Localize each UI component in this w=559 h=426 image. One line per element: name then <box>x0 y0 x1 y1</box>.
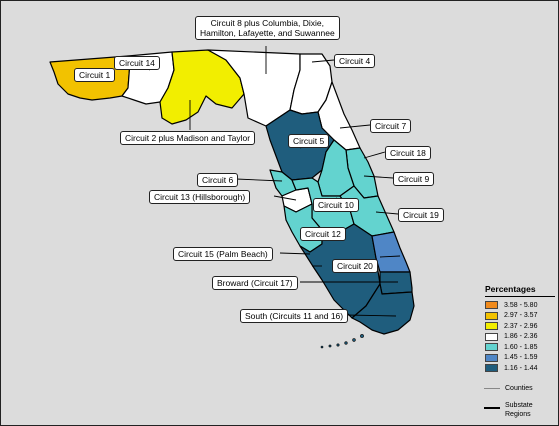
florida-keys <box>320 334 364 349</box>
callout-circuit-9: Circuit 9 <box>393 172 435 186</box>
legend-class: 1.86 - 2.36 <box>482 332 557 343</box>
callout-circuit-15: Circuit 15 (Palm Beach) <box>173 247 273 261</box>
callout-circuit-14: Circuit 14 <box>114 56 160 70</box>
legend-substate-label-line1: Substate <box>505 401 533 409</box>
callout-circuit-7: Circuit 7 <box>370 119 412 133</box>
legend-class-label: 1.45 - 1.59 <box>504 354 538 362</box>
callout-circuit-10: Circuit 10 <box>313 198 359 212</box>
legend-counties-label: Counties <box>505 384 533 392</box>
legend-swatch <box>485 322 498 331</box>
legend-class: 1.16 - 1.44 <box>482 363 557 374</box>
legend-class-label: 1.86 - 2.36 <box>504 333 538 341</box>
legend-classes: 3.58 - 5.80 2.97 - 3.57 2.37 - 2.96 1.86… <box>482 300 557 374</box>
legend-class-label: 1.60 - 1.85 <box>504 343 538 351</box>
callout-circuit-4: Circuit 4 <box>334 54 376 68</box>
callout-circuit-8-line2: Hamilton, Lafayette, and Suwannee <box>200 28 335 38</box>
legend-class: 2.37 - 2.96 <box>482 321 557 332</box>
legend-counties: Counties <box>482 384 557 393</box>
callout-circuit-20: Circuit 20 <box>332 259 378 273</box>
legend-title: Percentages <box>485 284 555 297</box>
legend-substate-label: Substate Regions <box>505 401 533 419</box>
callout-south: South (Circuits 11 and 16) <box>240 309 349 323</box>
region-south <box>351 283 415 335</box>
callout-circuit-8: Circuit 8 plus Columbia, Dixie, Hamilton… <box>195 16 340 40</box>
callout-circuit-18: Circuit 18 <box>385 146 431 160</box>
callout-circuit-5: Circuit 5 <box>288 134 330 148</box>
legend-class-label: 2.37 - 2.96 <box>504 322 538 330</box>
callout-circuit-13: Circuit 13 (Hillsborough) <box>149 190 251 204</box>
legend-swatch <box>485 353 498 362</box>
legend-class-label: 2.97 - 3.57 <box>504 312 538 320</box>
callout-circuit-19: Circuit 19 <box>398 208 444 222</box>
callout-circuit-12: Circuit 12 <box>300 227 346 241</box>
legend-counties-line <box>484 387 500 389</box>
callout-circuit-8-line1: Circuit 8 plus Columbia, Dixie, <box>210 18 325 28</box>
callout-circuit-2: Circuit 2 plus Madison and Taylor <box>120 131 256 145</box>
legend-swatch <box>485 364 498 373</box>
map-legend: Percentages 3.58 - 5.80 2.97 - 3.57 2.37… <box>482 284 557 419</box>
legend-swatch <box>485 301 498 310</box>
legend-class-label: 1.16 - 1.44 <box>504 364 538 372</box>
legend-class: 1.60 - 1.85 <box>482 342 557 353</box>
legend-swatch <box>485 343 498 352</box>
legend-class: 2.97 - 3.57 <box>482 311 557 322</box>
callout-circuit-1: Circuit 1 <box>74 68 116 82</box>
legend-swatch <box>485 311 498 320</box>
legend-swatch <box>485 332 498 341</box>
legend-class: 1.45 - 1.59 <box>482 353 557 364</box>
legend-substate-line <box>484 406 500 409</box>
legend-substate-label-line2: Regions <box>505 410 531 418</box>
callout-circuit-6: Circuit 6 <box>197 173 239 187</box>
legend-class-label: 3.58 - 5.80 <box>504 301 538 309</box>
callout-circuit-17: Broward (Circuit 17) <box>212 276 298 290</box>
legend-substate: Substate Regions <box>482 401 557 419</box>
region-circuit-17 <box>379 271 413 295</box>
legend-class: 3.58 - 5.80 <box>482 300 557 311</box>
